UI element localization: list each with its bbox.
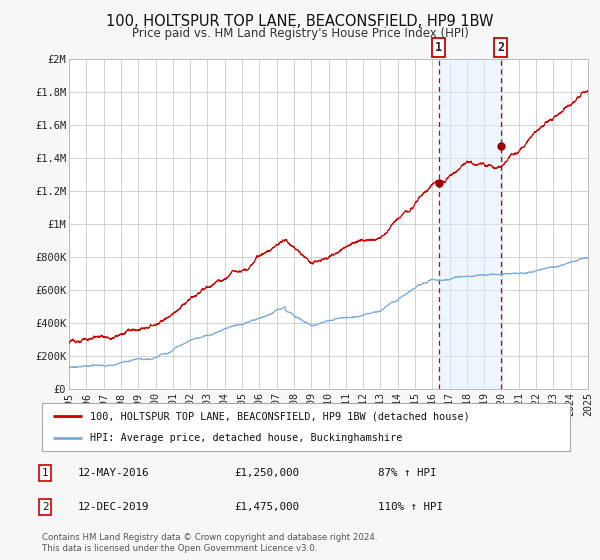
Text: 2: 2 — [497, 41, 504, 54]
Text: £1,250,000: £1,250,000 — [234, 468, 299, 478]
Text: 1: 1 — [435, 41, 442, 54]
Text: 2: 2 — [42, 502, 48, 512]
Text: 12-MAY-2016: 12-MAY-2016 — [78, 468, 149, 478]
Text: HPI: Average price, detached house, Buckinghamshire: HPI: Average price, detached house, Buck… — [89, 433, 402, 443]
Text: Price paid vs. HM Land Registry's House Price Index (HPI): Price paid vs. HM Land Registry's House … — [131, 27, 469, 40]
Text: £1,475,000: £1,475,000 — [234, 502, 299, 512]
Bar — [439, 59, 500, 389]
Text: 87% ↑ HPI: 87% ↑ HPI — [378, 468, 437, 478]
Text: 1: 1 — [42, 468, 48, 478]
Text: 100, HOLTSPUR TOP LANE, BEACONSFIELD, HP9 1BW: 100, HOLTSPUR TOP LANE, BEACONSFIELD, HP… — [106, 14, 494, 29]
Text: 100, HOLTSPUR TOP LANE, BEACONSFIELD, HP9 1BW (detached house): 100, HOLTSPUR TOP LANE, BEACONSFIELD, HP… — [89, 411, 469, 421]
Text: 12-DEC-2019: 12-DEC-2019 — [78, 502, 149, 512]
Text: 110% ↑ HPI: 110% ↑ HPI — [378, 502, 443, 512]
Text: Contains HM Land Registry data © Crown copyright and database right 2024.
This d: Contains HM Land Registry data © Crown c… — [42, 533, 377, 553]
